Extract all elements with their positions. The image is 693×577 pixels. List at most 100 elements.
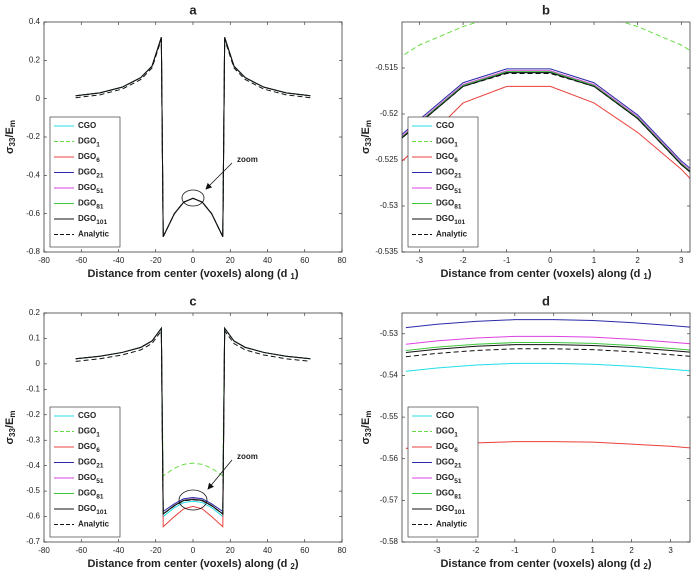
legend-name: CGO <box>436 411 454 420</box>
x-tick-label: 0 <box>552 546 557 555</box>
x-tick-label: -3 <box>433 546 441 555</box>
legend-sub: 51 <box>96 478 104 485</box>
plot-frame <box>401 21 691 253</box>
y-tick-label: 0.1 <box>29 334 41 343</box>
panel: a -80 -60 -40 -20 0 20 40 60 80 -0.8 -0.6 -0.4 -0.2 0 0… <box>4 2 347 281</box>
data-line <box>405 348 690 358</box>
legend-label: DGO101 <box>78 504 107 516</box>
legend-name: DGO <box>436 183 454 192</box>
data-line <box>405 319 690 329</box>
data-line <box>75 39 311 237</box>
y-tick-label: -0.525 <box>375 155 398 164</box>
legend-sub: 6 <box>96 447 100 454</box>
y-tick-label: -0.6 <box>26 512 40 521</box>
data-line <box>405 342 690 351</box>
label-part: 33 <box>8 137 17 146</box>
legend-name: DGO <box>436 489 454 498</box>
legend-name: DGO <box>78 427 96 436</box>
legend-name: DGO <box>78 137 96 146</box>
panel: b-3 -2 -1 0 1 2 3-0.535-0.53-0.525-0.52-0.515D… <box>360 2 691 281</box>
y-tick-label: -0.54 <box>380 371 399 380</box>
plot-frame <box>43 312 343 543</box>
y-tick-label: 0.4 <box>29 17 41 26</box>
x-tick-label: -40 <box>113 546 125 555</box>
legend-name: DGO <box>78 183 96 192</box>
annotation: zoom <box>237 452 258 461</box>
x-tick-label: -60 <box>75 546 87 555</box>
legend-name: Analytic <box>436 230 468 239</box>
label-part: ) <box>648 268 652 280</box>
legend-name: DGO <box>78 199 96 208</box>
y-axis-label: σ33/Em <box>4 411 17 445</box>
label-part: Distance from center (voxels) along (d <box>87 268 290 280</box>
legend-sub: 101 <box>454 219 465 226</box>
panel-title: b <box>542 2 550 17</box>
panel-title: c <box>189 293 196 308</box>
y-tick-label: -0.7 <box>26 537 40 546</box>
legend-sub: 1 <box>454 141 458 148</box>
label-part: 33 <box>8 428 17 437</box>
legend-name: DGO <box>78 442 96 451</box>
legend-sub: 81 <box>454 493 462 500</box>
legend-label: DGO81 <box>436 489 462 501</box>
legend-sub: 101 <box>454 509 465 516</box>
legend-sub: 81 <box>96 493 104 500</box>
y-axis-label: σ33/Em <box>360 120 373 154</box>
legend-label: DGO81 <box>436 199 462 211</box>
label-part: Distance from center (voxels) along (d <box>87 558 290 570</box>
x-tick-label: 0 <box>548 256 553 265</box>
label-part: σ <box>4 436 16 444</box>
y-tick-label: 0 <box>36 94 41 103</box>
legend-label: DGO51 <box>78 183 104 195</box>
legend-label: CGO <box>436 411 454 420</box>
legend-name: DGO <box>436 137 454 146</box>
legend-label: DGO81 <box>78 199 104 211</box>
legend-sub: 51 <box>454 188 462 195</box>
legend-name: DGO <box>78 458 96 467</box>
x-tick-label: 1 <box>590 546 595 555</box>
legend-name: CGO <box>436 121 454 130</box>
data-line <box>405 344 690 354</box>
legend-name: Analytic <box>78 520 110 529</box>
y-tick-label: -0.53 <box>380 201 399 210</box>
x-tick-label: -20 <box>150 256 162 265</box>
legend-name: DGO <box>436 442 454 451</box>
x-tick-label: 1 <box>592 256 597 265</box>
legend-sub: 81 <box>96 203 104 210</box>
y-axis-label: σ33/Em <box>360 411 373 445</box>
y-tick-label: -0.57 <box>380 495 399 504</box>
y-tick-label: -0.4 <box>26 170 40 179</box>
label-part: ) <box>295 268 299 280</box>
data-line <box>402 70 690 171</box>
label-part: 1 <box>290 272 295 281</box>
x-tick-label: -60 <box>75 256 87 265</box>
legend-name: DGO <box>436 458 454 467</box>
x-axis-label: Distance from center (voxels) along (d 1… <box>440 268 651 281</box>
legend-label: CGO <box>436 121 454 130</box>
zoom-arrow <box>205 162 233 190</box>
data-line <box>402 22 690 57</box>
y-tick-label: -0.6 <box>26 209 40 218</box>
label-part: 2 <box>290 562 295 571</box>
data-line <box>405 335 690 345</box>
legend-name: CGO <box>78 121 96 130</box>
plot-frame <box>43 21 343 253</box>
legend-name: CGO <box>78 411 96 420</box>
legend-name: DGO <box>78 168 96 177</box>
y-tick-label: -0.52 <box>380 109 399 118</box>
x-tick-label: 20 <box>226 546 235 555</box>
zoom-ellipse <box>178 489 208 511</box>
legend-name: DGO <box>78 473 96 482</box>
x-tick-label: 20 <box>226 256 235 265</box>
x-tick-label: -80 <box>38 256 50 265</box>
label-part: /E <box>360 418 372 428</box>
legend-name: DGO <box>78 489 96 498</box>
data-line <box>75 326 311 516</box>
legend-sub: 21 <box>454 172 462 179</box>
x-tick-label: -2 <box>460 256 468 265</box>
legend-label: DGO6 <box>436 152 458 164</box>
x-axis-label: Distance from center (voxels) along (d 2… <box>440 558 651 571</box>
legend-box <box>407 406 479 538</box>
